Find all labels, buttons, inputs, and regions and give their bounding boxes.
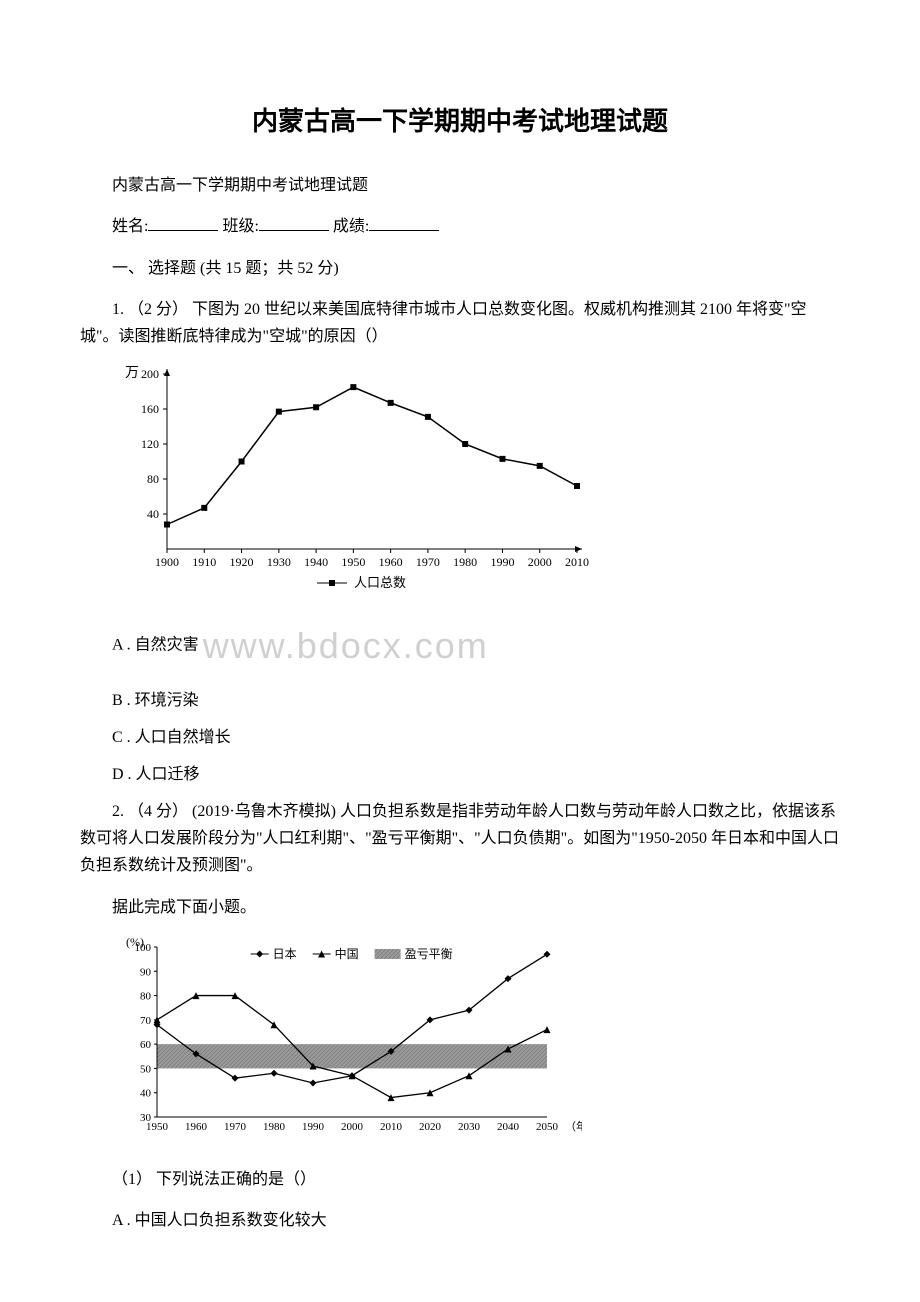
student-info-line: 姓名: 班级: 成绩: — [80, 213, 840, 240]
svg-text:2040: 2040 — [497, 1121, 520, 1133]
svg-text:1980: 1980 — [453, 555, 477, 569]
svg-text:万: 万 — [125, 366, 139, 381]
class-field[interactable] — [259, 230, 329, 231]
q1-optA-text: A . 自然灾害 — [112, 637, 199, 654]
svg-text:1990: 1990 — [490, 555, 514, 569]
svg-text:2010: 2010 — [565, 555, 589, 569]
page-title: 内蒙古高一下学期期中考试地理试题 — [80, 100, 840, 144]
svg-text:90: 90 — [140, 966, 152, 978]
svg-text:200: 200 — [141, 367, 159, 381]
svg-text:人口总数: 人口总数 — [354, 575, 406, 590]
q1-option-c: C . 人口自然增长 — [112, 724, 840, 751]
section-heading: 一、 选择题 (共 15 题；共 52 分) — [80, 255, 840, 282]
svg-text:1970: 1970 — [224, 1121, 247, 1133]
svg-text:160: 160 — [141, 402, 159, 416]
svg-text:2000: 2000 — [341, 1121, 364, 1133]
q1-option-d: D . 人口迁移 — [112, 761, 840, 788]
svg-text:1960: 1960 — [379, 555, 403, 569]
svg-text:40: 40 — [147, 507, 159, 521]
svg-text:1990: 1990 — [302, 1121, 325, 1133]
svg-text:盈亏平衡: 盈亏平衡 — [405, 947, 453, 961]
class-label: 班级: — [222, 218, 258, 235]
svg-text:120: 120 — [141, 437, 159, 451]
svg-text:40: 40 — [140, 1088, 152, 1100]
svg-text:80: 80 — [147, 472, 159, 486]
svg-text:(%): (%) — [126, 935, 144, 949]
svg-text:1920: 1920 — [230, 555, 254, 569]
svg-text:2050: 2050 — [536, 1121, 559, 1133]
name-label: 姓名: — [112, 218, 148, 235]
svg-text:1960: 1960 — [185, 1121, 208, 1133]
score-label: 成绩: — [333, 218, 369, 235]
q1-chart: 40 80 120 160 200万 1900 1910 1920 1930 1940 1950 19… — [112, 364, 840, 603]
svg-text:50: 50 — [140, 1063, 152, 1075]
svg-text:1950: 1950 — [341, 555, 365, 569]
watermark-text: www.bdocx.com — [203, 625, 489, 666]
q2-sub1: （1） 下列说法正确的是（） — [80, 1166, 840, 1193]
q1-option-b: B . 环境污染 — [112, 687, 840, 714]
q2-stem: 2. （4 分） (2019·乌鲁木齐模拟) 人口负担系数是指非劳动年龄人口数与… — [80, 798, 840, 880]
svg-text:（年）: （年） — [565, 1119, 582, 1133]
q2-stem2: 据此完成下面小题。 — [80, 894, 840, 921]
subtitle: 内蒙古高一下学期期中考试地理试题 — [80, 172, 840, 199]
svg-text:1940: 1940 — [304, 555, 328, 569]
name-field[interactable] — [148, 230, 218, 231]
svg-text:1910: 1910 — [192, 555, 216, 569]
svg-text:日本: 日本 — [273, 947, 297, 961]
svg-text:2010: 2010 — [380, 1121, 403, 1133]
svg-text:70: 70 — [140, 1015, 152, 1027]
svg-text:2000: 2000 — [528, 555, 552, 569]
svg-text:1950: 1950 — [146, 1121, 169, 1133]
q2-sub1-option-a: A . 中国人口负担系数变化较大 — [112, 1207, 840, 1234]
svg-text:1900: 1900 — [155, 555, 179, 569]
q1-stem: 1. （2 分） 下图为 20 世纪以来美国底特律市城市人口总数变化图。权威机构… — [80, 296, 840, 350]
q2-chart: 30405060708090100(%)19501960197019801990… — [112, 935, 840, 1154]
svg-text:80: 80 — [140, 990, 152, 1002]
q1-option-a: A . 自然灾害 www.bdocx.com — [112, 615, 840, 676]
score-field[interactable] — [369, 230, 439, 231]
svg-text:1980: 1980 — [263, 1121, 286, 1133]
svg-text:中国: 中国 — [335, 946, 359, 961]
svg-text:2020: 2020 — [419, 1121, 442, 1133]
svg-text:1970: 1970 — [416, 555, 440, 569]
svg-text:2030: 2030 — [458, 1121, 481, 1133]
svg-text:1930: 1930 — [267, 555, 291, 569]
svg-text:60: 60 — [140, 1039, 152, 1051]
